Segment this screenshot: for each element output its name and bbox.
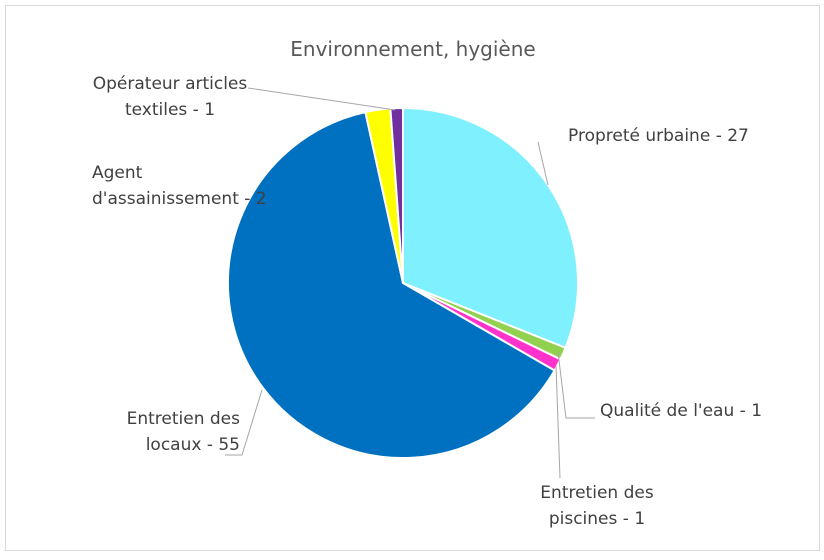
pie-slice <box>227 110 556 459</box>
data-label: Opérateur articles textiles - 1 <box>93 74 248 120</box>
data-label: Entretien des locaux - 55 <box>127 409 241 455</box>
data-label: Agent d'assainissement - 2 <box>92 163 267 209</box>
leader-line <box>247 87 396 111</box>
data-label: Qualité de l'eau - 1 <box>600 401 762 421</box>
pie-slice <box>389 106 404 284</box>
leader-line <box>555 365 561 479</box>
leader-line <box>225 389 263 456</box>
data-label: Entretien des piscines - 1 <box>540 483 654 529</box>
data-label: Propreté urbaine - 27 <box>568 126 749 146</box>
leader-line <box>557 351 595 419</box>
chart-title: Environnement, hygiène <box>290 37 535 61</box>
leader-line <box>537 141 549 186</box>
